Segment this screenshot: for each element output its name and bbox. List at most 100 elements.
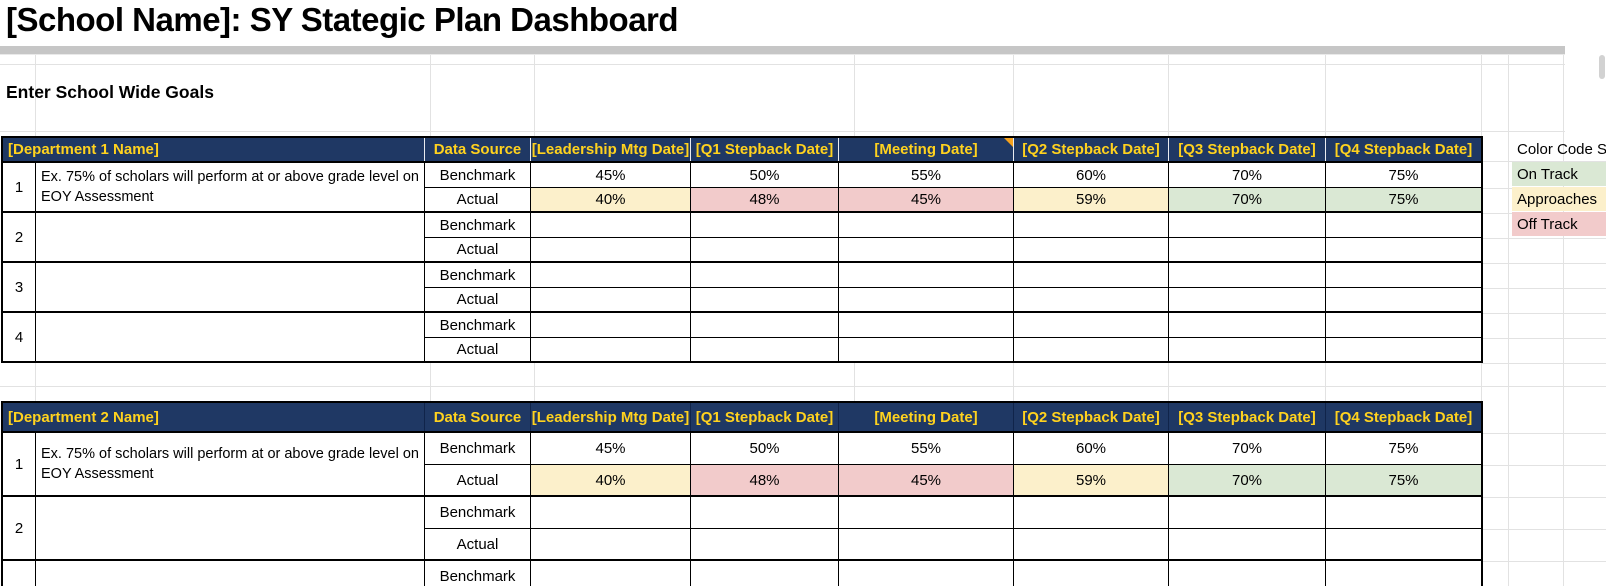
legend-item[interactable]: On Track [1512,162,1606,186]
value-cell[interactable] [1014,263,1169,287]
data-source-cell[interactable]: Benchmark [425,433,531,464]
value-cell[interactable] [691,213,839,237]
column-header[interactable]: [Q4 Stepback Date] [1334,141,1473,158]
value-cell[interactable] [1326,338,1481,361]
value-cell[interactable] [839,288,1014,311]
data-source-cell[interactable]: Benchmark [425,163,531,187]
column-header[interactable]: [Leadership Mtg Date] [531,403,691,431]
data-source-cell[interactable]: Benchmark [425,561,531,586]
value-cell[interactable]: 75% [1326,163,1481,187]
goal-number-cell[interactable]: 4 [3,313,36,361]
value-cell[interactable] [1014,288,1169,311]
value-cell[interactable]: 70% [1169,433,1326,464]
value-cell[interactable] [1014,238,1169,261]
data-source-cell[interactable]: Benchmark [425,313,531,337]
value-cell[interactable] [691,288,839,311]
value-cell[interactable]: 48% [691,465,839,495]
value-cell[interactable] [531,313,691,337]
goal-number-cell[interactable]: 2 [3,497,36,559]
value-cell[interactable] [531,561,691,586]
value-cell[interactable]: 48% [691,188,839,211]
value-cell[interactable] [1169,213,1326,237]
value-cell[interactable] [1014,561,1169,586]
value-cell[interactable]: 60% [1014,163,1169,187]
value-cell[interactable] [839,213,1014,237]
value-cell[interactable] [1169,238,1326,261]
value-cell[interactable] [839,497,1014,528]
value-cell[interactable] [1169,263,1326,287]
value-cell[interactable]: 55% [839,433,1014,464]
value-cell[interactable]: 70% [1169,465,1326,495]
data-source-cell[interactable]: Benchmark [425,497,531,528]
column-header[interactable]: Data Source [425,403,531,431]
column-header[interactable]: [Q3 Stepback Date] [1169,403,1326,431]
value-cell[interactable] [1169,529,1326,559]
value-cell[interactable] [839,263,1014,287]
goal-number-cell[interactable]: 3 [3,561,36,586]
value-cell[interactable] [839,238,1014,261]
value-cell[interactable] [531,238,691,261]
data-source-cell[interactable]: Actual [425,465,531,495]
value-cell[interactable]: 70% [1169,188,1326,211]
column-header[interactable]: [Q1 Stepback Date] [691,138,839,161]
value-cell[interactable] [1014,497,1169,528]
data-source-cell[interactable]: Actual [425,529,531,559]
data-source-cell[interactable]: Benchmark [425,263,531,287]
value-cell[interactable]: 40% [531,465,691,495]
value-cell[interactable] [531,263,691,287]
legend-item[interactable]: Off Track [1512,212,1606,236]
value-cell[interactable]: 45% [839,188,1014,211]
column-header[interactable]: [Meeting Date] [839,403,1014,431]
value-cell[interactable]: 45% [839,465,1014,495]
value-cell[interactable] [1326,529,1481,559]
value-cell[interactable] [691,497,839,528]
value-cell[interactable] [1014,338,1169,361]
value-cell[interactable]: 60% [1014,433,1169,464]
value-cell[interactable] [1169,313,1326,337]
value-cell[interactable] [691,529,839,559]
goal-number-cell[interactable]: 1 [3,163,36,211]
department-name-header[interactable]: [Department 2 Name] [3,403,425,431]
value-cell[interactable] [691,313,839,337]
goal-text-cell[interactable] [36,561,425,586]
column-header[interactable]: [Q3 Stepback Date] [1169,138,1326,161]
goal-text-cell[interactable] [36,497,425,559]
value-cell[interactable] [1326,561,1481,586]
column-header[interactable]: Data Source [425,138,531,161]
value-cell[interactable]: 55% [839,163,1014,187]
value-cell[interactable] [1326,263,1481,287]
value-cell[interactable] [1169,338,1326,361]
value-cell[interactable]: 40% [531,188,691,211]
value-cell[interactable]: 50% [691,163,839,187]
value-cell[interactable]: 50% [691,433,839,464]
value-cell[interactable] [531,288,691,311]
value-cell[interactable] [691,338,839,361]
data-source-cell[interactable]: Actual [425,188,531,211]
department-name-header[interactable]: [Department 1 Name] [3,138,425,161]
value-cell[interactable]: 75% [1326,188,1481,211]
column-header[interactable]: [Meeting Date] [839,138,1014,161]
goal-text-cell[interactable]: Ex. 75% of scholars will perform at or a… [36,163,425,211]
value-cell[interactable] [531,213,691,237]
value-cell[interactable] [1014,213,1169,237]
goal-number-cell[interactable]: 2 [3,213,36,261]
value-cell[interactable] [1169,497,1326,528]
value-cell[interactable] [531,497,691,528]
goal-number-cell[interactable]: 1 [3,433,36,495]
column-header[interactable]: [Leadership Mtg Date] [531,138,691,161]
data-source-cell[interactable]: Actual [425,288,531,311]
vertical-scrollbar-thumb[interactable] [1599,55,1605,79]
value-cell[interactable]: 70% [1169,163,1326,187]
goal-number-cell[interactable]: 3 [3,263,36,311]
value-cell[interactable] [839,529,1014,559]
value-cell[interactable] [1326,288,1481,311]
value-cell[interactable] [1326,213,1481,237]
value-cell[interactable] [691,561,839,586]
value-cell[interactable] [691,263,839,287]
value-cell[interactable] [1014,313,1169,337]
goal-text-cell[interactable] [36,213,425,261]
value-cell[interactable] [531,338,691,361]
column-header[interactable]: [Q2 Stepback Date] [1014,403,1169,431]
data-source-cell[interactable]: Benchmark [425,213,531,237]
value-cell[interactable] [1326,497,1481,528]
